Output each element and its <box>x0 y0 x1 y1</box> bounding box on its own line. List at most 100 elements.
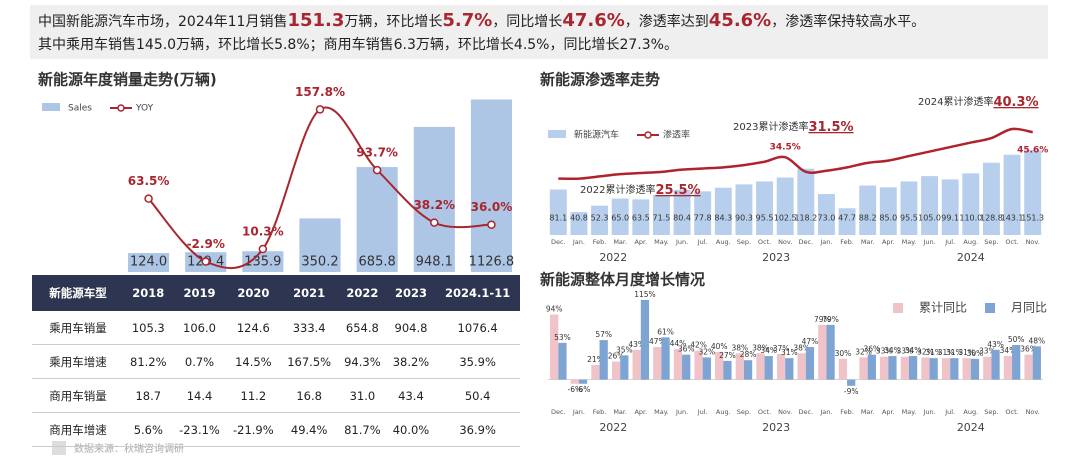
legend-marker <box>117 104 125 112</box>
bar <box>962 173 980 235</box>
data-label: 32% <box>917 347 934 356</box>
data-label: 38% <box>731 343 748 352</box>
bar <box>900 181 918 235</box>
data-label: 63.5% <box>128 174 170 188</box>
bar <box>578 379 588 384</box>
bar <box>611 198 629 235</box>
data-label: 124.0 <box>130 255 167 270</box>
bar <box>867 354 876 380</box>
legend-label: 累计同比 <box>919 301 967 315</box>
point <box>372 165 382 175</box>
point <box>315 105 325 114</box>
bar <box>991 349 1000 380</box>
bar <box>570 379 579 384</box>
data-label: 34% <box>884 346 901 355</box>
bar <box>242 251 284 272</box>
x-group-label: 2023 <box>762 421 790 434</box>
table-cell: 31.0 <box>338 378 387 413</box>
bar <box>950 358 959 380</box>
table-cell: 904.8 <box>386 311 436 345</box>
data-label: -2.9% <box>187 237 225 251</box>
table-header: 2020 <box>226 275 281 311</box>
x-tick-label: Feb. <box>593 238 607 246</box>
x-tick-label: Feb. <box>593 408 607 416</box>
annotation: 2024累计渗透率40.3% <box>918 95 1039 110</box>
x-tick-label: Feb. <box>840 238 854 246</box>
data-label: 32% <box>698 347 715 356</box>
table-header: 2024.1-11 <box>435 275 520 311</box>
table-cell: 81.2% <box>124 344 173 379</box>
annotation-text: 2024累计渗透率 <box>918 95 993 108</box>
chart-title: 新能源年度销量走势(万辆) <box>38 71 217 89</box>
data-label: 79% <box>814 315 831 324</box>
data-label: 90.3 <box>735 214 753 223</box>
bar <box>983 356 992 380</box>
bar <box>591 205 609 235</box>
x-tick-label: Dec. <box>551 238 566 246</box>
x-group-label: 2022 <box>599 251 627 264</box>
x-tick-label: Apr. <box>634 238 647 246</box>
data-label: 33% <box>979 347 996 356</box>
point <box>144 194 153 203</box>
data-label: 38.2% <box>413 198 455 212</box>
data-label: 27% <box>719 351 736 360</box>
bar <box>1032 346 1041 380</box>
bar <box>661 337 670 380</box>
bar <box>714 187 732 235</box>
x-tick-label: Aug. <box>716 408 731 416</box>
x-tick-label: Sep. <box>984 238 998 246</box>
bar <box>941 358 951 380</box>
data-label: 685.8 <box>359 255 396 270</box>
bar <box>982 162 1000 235</box>
summary-text: ，渗透率达到 <box>624 14 709 30</box>
table-cell: 5.6% <box>124 412 173 447</box>
annotation-text: 2022累计渗透率 <box>580 183 655 196</box>
bar <box>743 360 753 380</box>
data-label: 34.5% <box>770 143 801 153</box>
annotation: 2022累计渗透率25.5% <box>580 183 701 198</box>
table-cell: 11.2 <box>226 378 281 413</box>
bar <box>797 168 815 235</box>
x-tick-label: Jun. <box>675 408 688 416</box>
data-label: 36% <box>1020 345 1037 354</box>
bar <box>735 184 753 235</box>
data-label: 79% <box>822 315 839 324</box>
x-tick-label: Jan. <box>819 408 832 416</box>
bar <box>805 347 815 380</box>
data-label: -9% <box>844 387 859 396</box>
data-label: 94% <box>546 304 563 313</box>
x-tick-label: Jul. <box>697 238 708 246</box>
data-label: 43% <box>628 340 645 349</box>
table-cell: 654.8 <box>338 311 387 345</box>
bar <box>838 358 848 380</box>
x-tick-label: Mar. <box>861 408 875 416</box>
data-label: 47.7 <box>838 214 856 223</box>
bar <box>941 179 959 235</box>
legend-swatch <box>893 303 903 313</box>
x-tick-label: Nov. <box>1026 238 1040 246</box>
data-label: 36% <box>863 345 880 354</box>
bar <box>470 99 512 273</box>
table-header: 2023 <box>386 275 436 311</box>
data-label: 35% <box>616 345 633 354</box>
table-cell: 1076.4 <box>435 311 520 345</box>
bar <box>413 126 455 272</box>
data-label: 80.4 <box>673 214 691 223</box>
data-label: 33% <box>876 347 893 356</box>
legend-swatch <box>42 103 60 111</box>
table-cell: 商用车销量 <box>32 378 124 413</box>
data-label: 350.2 <box>301 255 338 270</box>
bar <box>723 360 732 380</box>
table-header: 2019 <box>172 275 227 311</box>
bar <box>776 177 794 235</box>
bar <box>735 353 744 380</box>
data-label: 105.0 <box>918 214 941 223</box>
x-tick-label: Jun. <box>922 238 935 246</box>
table-cell: 81.7% <box>338 412 387 447</box>
table-row: 商用车增速 5.6% -23.1% -21.9% 49.4% 81.7% 40.0% 36.9… <box>32 412 520 447</box>
table-cell: 40.0% <box>386 412 436 447</box>
bar <box>599 340 608 380</box>
x-tick-label: Jun. <box>922 408 935 416</box>
x-tick-label: Apr. <box>882 238 895 246</box>
